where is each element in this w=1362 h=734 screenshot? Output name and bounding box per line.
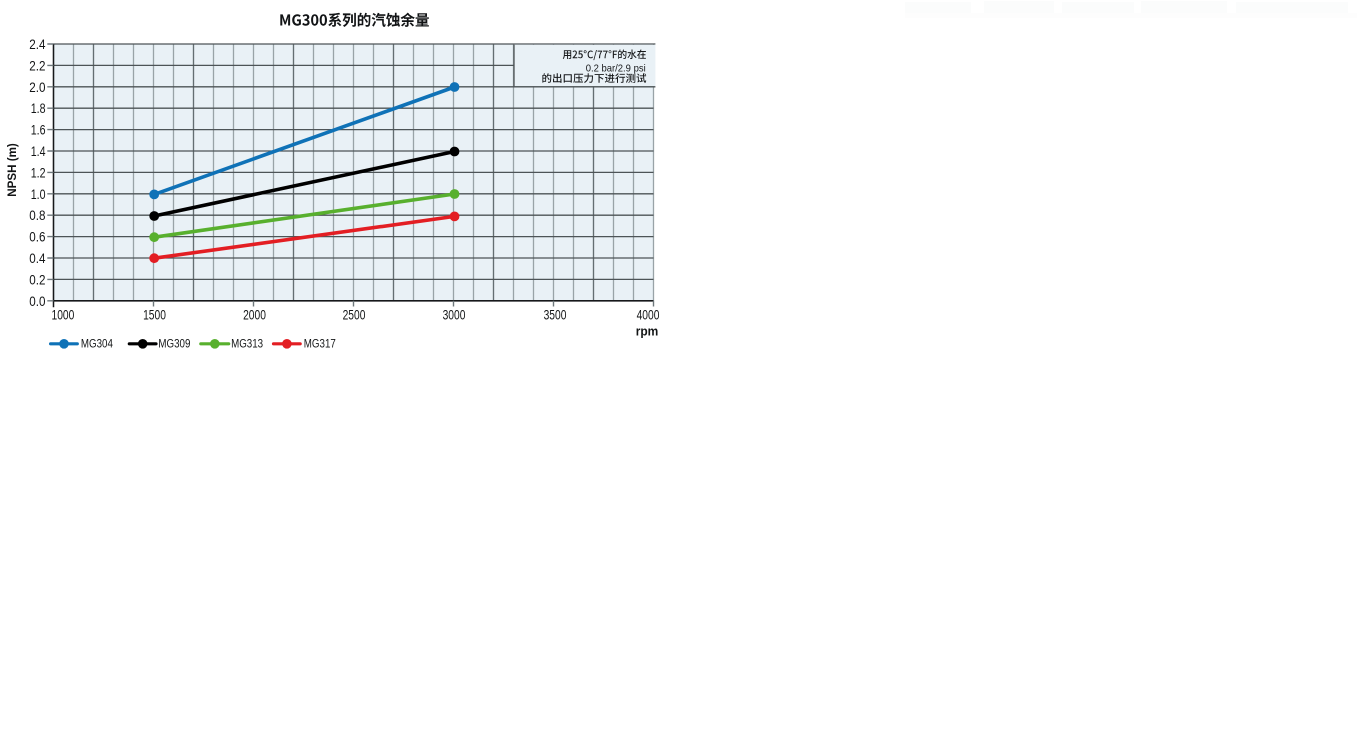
svg-text:1.8: 1.8	[31, 101, 46, 116]
svg-text:2.0: 2.0	[29, 80, 46, 95]
svg-text:0.8: 0.8	[29, 208, 46, 223]
svg-text:0.0: 0.0	[29, 294, 46, 309]
svg-text:MG313: MG313	[231, 338, 263, 350]
svg-text:2000: 2000	[243, 308, 266, 323]
svg-text:1.4: 1.4	[31, 144, 46, 159]
svg-text:0.2: 0.2	[29, 272, 45, 287]
svg-text:0.2 bar/2.9 psi: 0.2 bar/2.9 psi	[586, 63, 646, 74]
svg-text:3500: 3500	[544, 308, 567, 323]
svg-text:MG309: MG309	[158, 338, 190, 350]
svg-text:4000: 4000	[637, 308, 660, 323]
svg-text:1.2: 1.2	[31, 165, 46, 180]
svg-text:rpm: rpm	[636, 325, 659, 339]
svg-text:1.6: 1.6	[31, 123, 46, 138]
svg-text:MG317: MG317	[304, 338, 336, 350]
svg-text:2.2: 2.2	[29, 58, 45, 73]
svg-text:3000: 3000	[443, 308, 466, 323]
svg-text:1.0: 1.0	[31, 187, 46, 202]
svg-text:1500: 1500	[143, 308, 166, 323]
svg-text:1000: 1000	[52, 308, 75, 323]
svg-text:2500: 2500	[343, 308, 366, 323]
svg-text:MG304: MG304	[81, 338, 114, 350]
svg-text:0.4: 0.4	[29, 251, 46, 266]
svg-text:NPSH (m): NPSH (m)	[5, 143, 19, 197]
svg-text:0.6: 0.6	[29, 230, 46, 245]
svg-text:2.4: 2.4	[29, 37, 46, 52]
